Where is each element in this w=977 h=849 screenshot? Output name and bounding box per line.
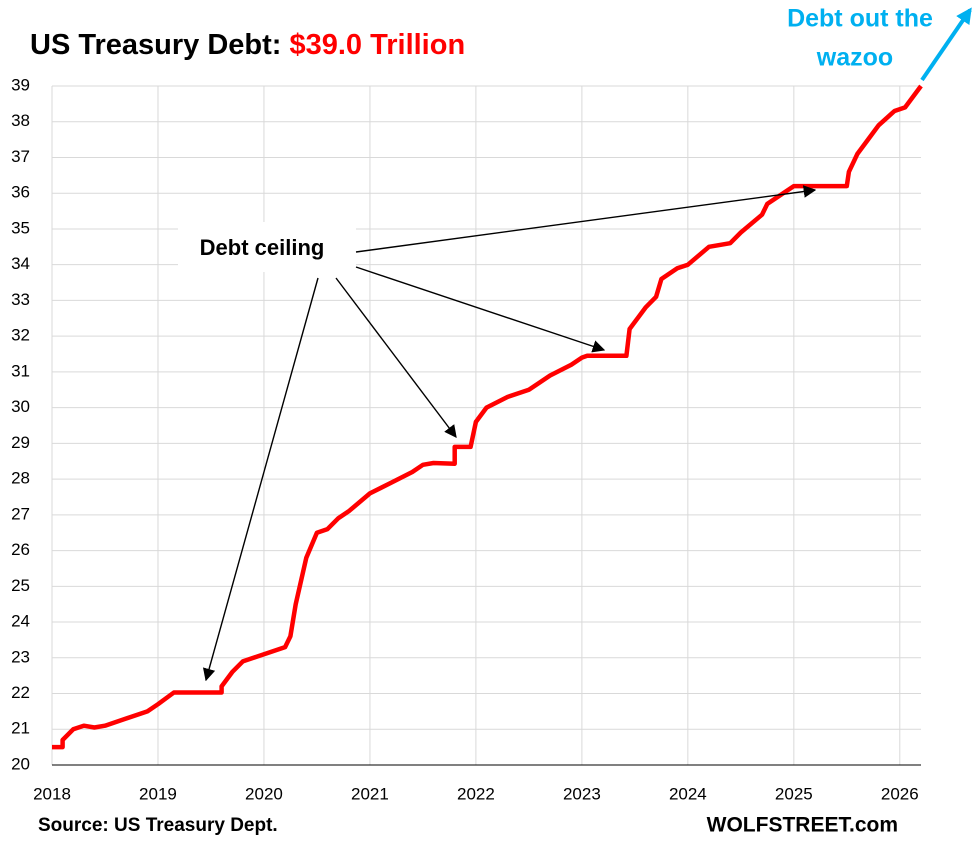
y-tick-label: 31 <box>11 361 30 380</box>
x-tick-label: 2023 <box>563 784 601 803</box>
y-tick-label: 34 <box>11 254 30 273</box>
y-tick-label: 25 <box>11 576 30 595</box>
title-text: US Treasury Debt: <box>30 29 281 61</box>
x-tick-label: 2022 <box>457 784 495 803</box>
y-tick-label: 30 <box>11 397 30 416</box>
title-value: $39.0 Trillion <box>289 29 465 61</box>
y-tick-label: 32 <box>11 326 30 345</box>
credit: WOLFSTREET.com <box>707 814 898 837</box>
annotation-arrows <box>202 185 817 682</box>
y-tick-label: 26 <box>11 540 30 559</box>
x-tick-label: 2021 <box>351 784 389 803</box>
y-tick-label: 24 <box>11 612 30 631</box>
x-tick-label: 2025 <box>775 784 813 803</box>
y-tick-label: 29 <box>11 433 30 452</box>
x-tick-label: 2026 <box>881 784 919 803</box>
annotation: Debt out the <box>787 5 933 33</box>
y-tick-label: 28 <box>11 469 30 488</box>
y-tick-label: 35 <box>11 218 30 237</box>
annotation: Debt ceiling <box>200 235 325 260</box>
chart-title: US Treasury Debt: $39.0 Trillion <box>30 29 465 61</box>
data-line <box>52 84 923 750</box>
y-tick-label: 27 <box>11 504 30 523</box>
y-tick-label: 37 <box>11 147 30 166</box>
y-tick-label: 38 <box>11 111 30 130</box>
y-tick-label: 39 <box>11 75 30 94</box>
y-tick-label: 36 <box>11 183 30 202</box>
y-tick-label: 23 <box>11 647 30 666</box>
x-tick-label: 2019 <box>139 784 177 803</box>
annotation: wazoo <box>816 44 893 72</box>
y-tick-label: 33 <box>11 290 30 309</box>
x-tick-label: 2024 <box>669 784 707 803</box>
y-tick-label: 21 <box>11 719 30 738</box>
x-tick-label: 2018 <box>33 784 71 803</box>
plot-area: 2021222324252627282930313233343536373839… <box>11 75 923 803</box>
source: Source: US Treasury Dept. <box>38 815 278 836</box>
x-tick-label: 2020 <box>245 784 283 803</box>
annotation-box <box>178 222 356 272</box>
y-tick-label: 20 <box>11 754 30 773</box>
y-tick-label: 22 <box>11 683 30 702</box>
annotation-arrow <box>920 7 972 82</box>
